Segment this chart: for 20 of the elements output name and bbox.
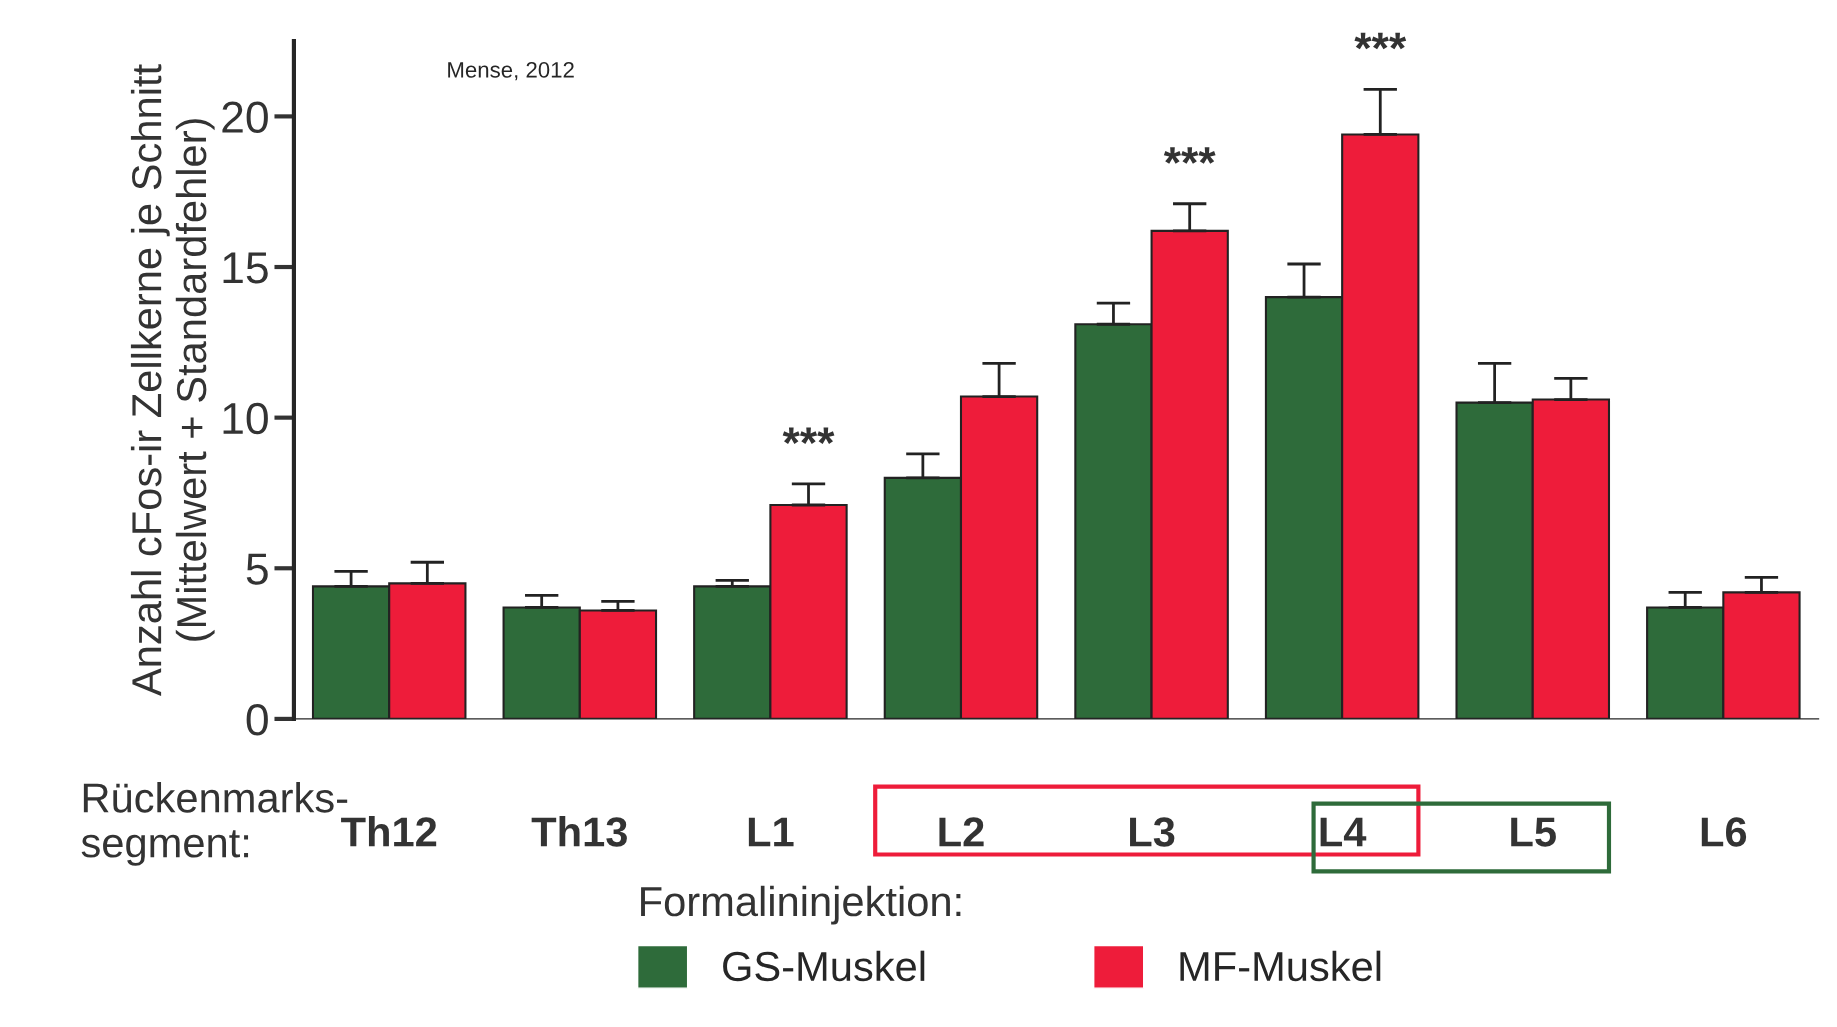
annotation: Mense, 2012 xyxy=(448,62,574,81)
annotation: *** xyxy=(1163,147,1216,164)
x-tick-label: L1 xyxy=(748,817,794,847)
x-tick-label: Th13 xyxy=(531,816,627,847)
y-tick-label: 10 xyxy=(223,402,268,435)
x-tick-label: L5 xyxy=(1511,817,1556,847)
legend-label: GS-Muskel xyxy=(723,950,925,982)
legend-title: Formalininjektion: xyxy=(641,885,961,925)
y-tick-label: 15 xyxy=(223,252,268,284)
x-tick-label: L6 xyxy=(1701,817,1747,847)
y-axis-title: Anzahl cFos-ir Zellkerne je Schnitt (Mittelwert + Standardfehler) xyxy=(130,64,215,696)
x-tick-label: L3 xyxy=(1130,817,1175,847)
y-tick-label: 20 xyxy=(222,101,268,133)
y-tick-label: 5 xyxy=(246,553,268,585)
annotation: *** xyxy=(1354,32,1407,50)
x-tick-label: L4 xyxy=(1320,817,1367,847)
legend-label: MF-Muskel xyxy=(1180,950,1381,982)
x-tick-label: L2 xyxy=(939,817,984,847)
annotation: *** xyxy=(782,427,835,444)
y-tick-label: 0 xyxy=(246,703,268,736)
